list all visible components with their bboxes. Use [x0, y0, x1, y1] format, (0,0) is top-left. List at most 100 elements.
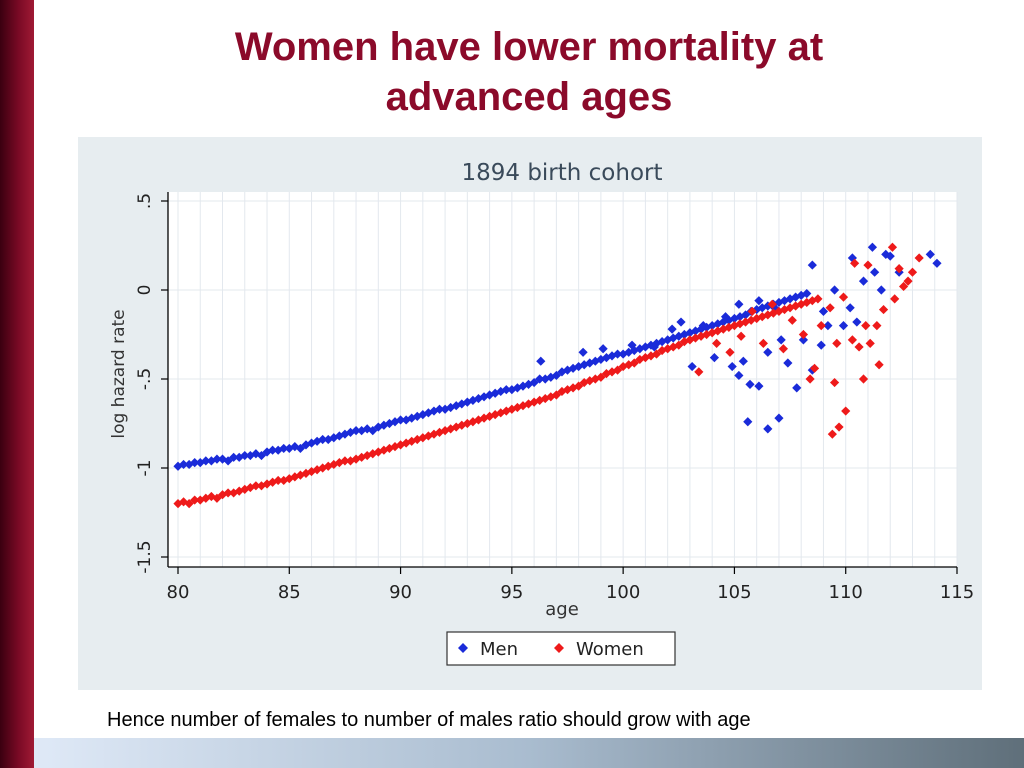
axes: 80 85 90 95 100 105 110 115 -1.5 -1 -.5 0 .5	[135, 192, 974, 603]
data-point-women	[468, 417, 478, 427]
data-point-women	[735, 319, 745, 329]
data-point-women	[273, 475, 283, 486]
data-point-women	[362, 450, 372, 461]
data-point-women	[557, 386, 567, 397]
data-point-women	[223, 488, 233, 498]
x-tick-label: 115	[940, 582, 974, 603]
data-point-women	[624, 360, 634, 370]
data-point-men	[551, 370, 561, 381]
data-point-men	[763, 424, 773, 434]
data-point-women	[834, 422, 844, 432]
x-tick-label: 100	[606, 582, 640, 603]
data-point-women	[334, 458, 344, 468]
data-point-men	[485, 390, 495, 400]
data-point-women	[640, 353, 650, 363]
data-point-women	[590, 374, 600, 384]
data-point-women	[312, 465, 322, 475]
data-point-men	[512, 383, 523, 393]
y-tick-label: .5	[135, 193, 155, 209]
data-point-women	[351, 454, 361, 464]
data-point-women	[490, 410, 500, 420]
data-point-women	[535, 395, 545, 405]
data-point-women	[679, 337, 689, 347]
data-point-women	[229, 488, 239, 498]
data-point-men	[738, 356, 748, 366]
data-point-men	[190, 458, 200, 468]
data-point-women	[195, 495, 205, 505]
data-point-men	[679, 329, 689, 340]
data-point-women	[323, 461, 333, 471]
left-accent-bar	[0, 0, 34, 768]
data-point-women	[568, 383, 578, 393]
data-point-men	[334, 431, 344, 441]
data-point-women	[894, 264, 904, 274]
data-point-women	[850, 258, 860, 268]
data-point-women	[674, 340, 684, 350]
series-women	[173, 242, 924, 509]
chart-panel: 1894 birth cohort 80 85 90 95 100 105 110 115 -1…	[78, 137, 982, 690]
data-point-men	[743, 417, 753, 427]
data-point-men	[446, 402, 456, 413]
data-point-men	[501, 385, 511, 395]
data-point-women	[423, 431, 433, 441]
data-point-men	[540, 374, 550, 384]
data-point-women	[379, 445, 389, 455]
data-point-women	[829, 377, 840, 388]
data-point-men	[462, 397, 472, 407]
data-point-men	[724, 315, 734, 325]
data-point-women	[373, 447, 383, 457]
data-point-men	[284, 443, 294, 454]
data-point-men	[217, 454, 228, 464]
grid-lines	[168, 192, 958, 567]
data-point-men	[734, 299, 744, 309]
data-point-women	[725, 347, 735, 357]
data-point-men	[407, 413, 417, 423]
data-point-men	[262, 447, 272, 457]
data-point-women	[540, 393, 550, 404]
data-point-men	[713, 319, 723, 329]
data-point-women	[529, 397, 539, 407]
y-tick-label: -1.5	[135, 540, 155, 573]
data-point-men	[468, 395, 478, 405]
data-point-women	[827, 429, 837, 439]
data-point-women	[767, 299, 777, 309]
data-point-men	[802, 288, 812, 299]
data-point-men	[598, 344, 608, 354]
data-point-women	[724, 322, 734, 332]
x-tick-label: 85	[278, 582, 301, 603]
data-point-men	[829, 285, 840, 295]
data-point-men	[245, 450, 255, 461]
data-point-men	[173, 461, 183, 471]
data-point-men	[709, 353, 719, 363]
data-point-men	[932, 258, 942, 268]
data-point-women	[262, 479, 272, 489]
data-point-men	[229, 452, 239, 462]
data-point-men	[635, 344, 645, 354]
bottom-accent-bar	[34, 738, 1024, 768]
data-point-men	[816, 340, 826, 350]
data-point-women	[805, 374, 815, 384]
data-point-men	[279, 443, 289, 454]
data-point-men	[195, 458, 205, 468]
data-point-women	[184, 499, 194, 509]
y-axis-label: log hazard rate	[109, 309, 129, 438]
data-point-women	[825, 303, 835, 313]
data-point-men	[178, 459, 189, 470]
data-point-women	[713, 326, 723, 336]
x-tick-label: 90	[389, 582, 412, 603]
data-point-women	[340, 456, 350, 466]
data-point-women	[787, 315, 797, 325]
data-point-men	[507, 385, 517, 395]
data-point-men	[557, 367, 567, 377]
data-point-men	[657, 337, 667, 347]
x-tick-label: 95	[500, 582, 523, 603]
legend: Men Women	[446, 631, 676, 666]
slide-caption: Hence number of females to number of mal…	[107, 709, 751, 731]
data-point-women	[217, 490, 228, 500]
data-point-women	[279, 475, 289, 486]
data-point-men	[774, 413, 784, 423]
data-point-women	[507, 404, 517, 414]
data-point-women	[301, 468, 311, 478]
data-point-men	[601, 353, 612, 363]
data-point-men	[818, 306, 829, 316]
